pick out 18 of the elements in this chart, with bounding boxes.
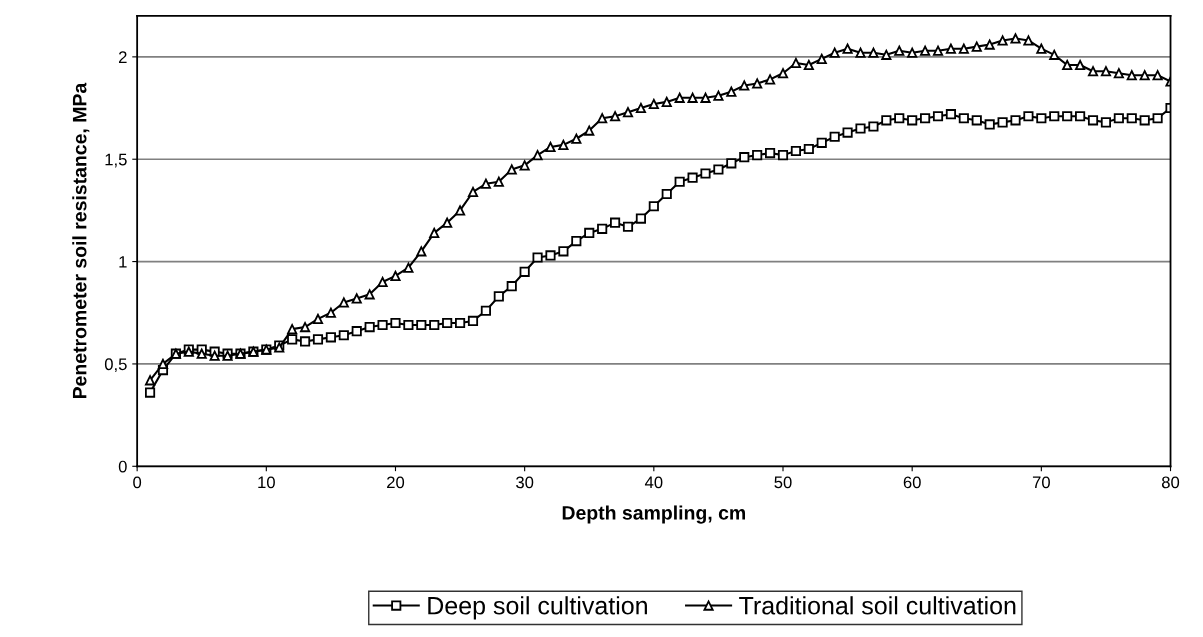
x-tick-label: 60 (903, 476, 921, 489)
y-tick-label: 1,5 (105, 153, 127, 168)
y-tick-label: 1 (119, 256, 127, 268)
legend-label: Traditional soil cultivation (739, 596, 1016, 615)
y-tick-label: 0 (118, 460, 127, 473)
y-tick-label: 0,5 (104, 358, 127, 373)
x-tick-label: 40 (644, 476, 663, 489)
x-tick-label: 10 (258, 476, 275, 489)
legend-label: Deep soil cultivation (428, 596, 647, 620)
x-tick-label: 30 (516, 476, 534, 489)
x-tick-label: 20 (387, 476, 405, 489)
x-tick-label: 80 (1161, 476, 1180, 489)
x-tick-label: 0 (133, 476, 142, 489)
x-tick-label: 70 (1032, 476, 1050, 489)
x-tick-label: 50 (774, 476, 792, 489)
x-axis-title: Depth sampling, cm (562, 505, 746, 524)
y-axis-title: Penetrometer soil resistance, MPa (72, 82, 90, 399)
y-tick-label: 2 (118, 51, 127, 63)
